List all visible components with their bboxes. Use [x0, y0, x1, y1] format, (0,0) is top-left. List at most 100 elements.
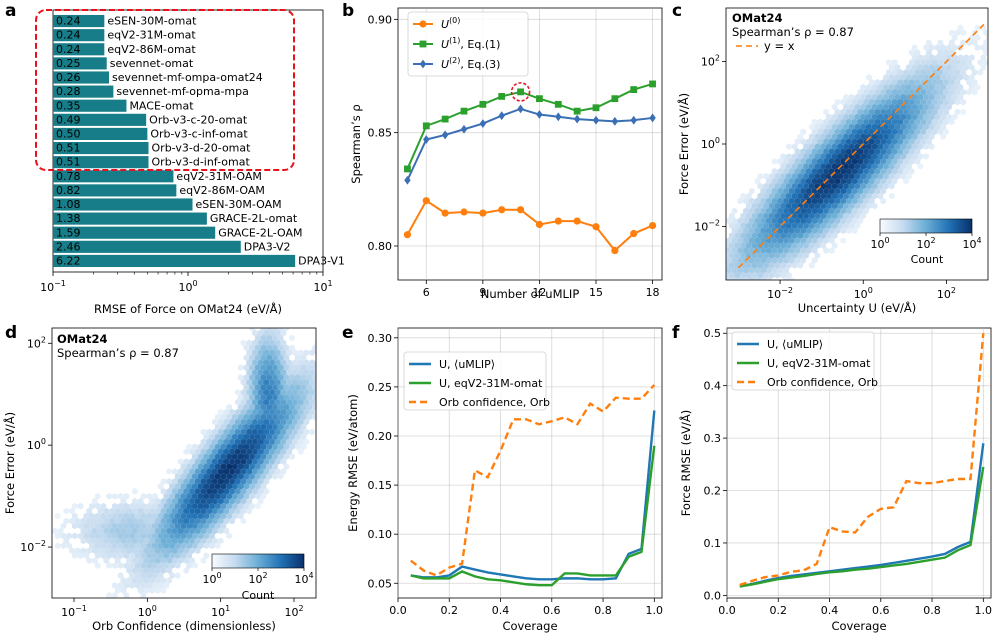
hexbin-cell	[154, 537, 161, 545]
hexbin-cell	[237, 443, 244, 451]
hexbin-cell	[897, 118, 904, 126]
hexbin-cell	[917, 133, 924, 140]
hexbin-cell	[177, 488, 184, 495]
hexbin-cell	[240, 379, 247, 386]
hexbin-cell	[777, 257, 784, 264]
hexbin-cell	[808, 232, 815, 239]
hexbin-cell	[194, 537, 201, 545]
hexbin-cell	[863, 118, 869, 126]
hexbin-cell	[112, 502, 118, 510]
hexbin-cell	[823, 138, 829, 145]
hexbin-cell	[857, 138, 864, 145]
data-point	[554, 100, 562, 108]
hexbin-cell	[823, 187, 829, 195]
hexbin-cell	[871, 182, 878, 190]
hexbin-cell	[754, 197, 761, 205]
hexbin-cell	[269, 369, 275, 376]
hexbin-cell	[928, 54, 935, 61]
hexbin-cell	[209, 453, 215, 460]
series-line-2	[410, 445, 656, 587]
hexbin-cell	[757, 202, 764, 210]
hexbin-cell	[92, 547, 98, 554]
hexbin-cell	[923, 113, 929, 121]
hexbin-cell	[826, 173, 832, 180]
hexbin-cell	[946, 93, 952, 101]
hexbin-cell	[737, 227, 744, 234]
hexbin-cell	[203, 502, 210, 510]
hexbin-cell	[134, 532, 141, 540]
hexbin-cell	[212, 507, 218, 515]
hexbin-cell	[297, 418, 304, 426]
hexbin-cell	[926, 39, 932, 46]
hexbin-cell	[234, 478, 241, 485]
hexbin-cell	[834, 158, 841, 165]
hexbin-cell	[926, 69, 932, 76]
hexbin-cell	[777, 207, 784, 215]
hexbin-cell	[868, 187, 875, 195]
y-tick-label: 0.05	[368, 577, 393, 590]
hexbin-cell	[937, 69, 944, 76]
hexbin-cell	[272, 394, 278, 401]
hexbin-cell	[926, 49, 932, 56]
hexbin-cell	[237, 394, 244, 401]
hexbin-cell	[848, 222, 855, 230]
hexbin-cell	[186, 483, 192, 490]
hexbin-cell	[748, 276, 755, 280]
hexbin-cell	[954, 98, 961, 106]
hexbin-cell	[240, 488, 247, 495]
y-tick-label: 0.0	[704, 589, 722, 602]
hexbin-cell	[226, 463, 232, 470]
hexbin-cell	[200, 458, 207, 465]
hexbin-cell	[254, 403, 261, 411]
hexbin-cell	[774, 222, 781, 230]
hexbin-cell	[948, 29, 955, 36]
hexbin-cell	[814, 202, 821, 210]
hexbin-cell	[149, 517, 155, 525]
hexbin-cell	[266, 384, 273, 391]
hexbin-cell	[766, 197, 772, 205]
data-point	[630, 229, 638, 238]
hexbin-cell	[863, 177, 869, 185]
hexbin-cell	[791, 202, 798, 210]
hexbin-cell	[223, 438, 230, 446]
hexbin-cell	[866, 173, 872, 180]
hexbin-cell	[160, 577, 167, 584]
hexbin-cell	[823, 118, 829, 126]
hexbin-cell	[834, 217, 841, 225]
hexbin-cell	[192, 512, 198, 520]
hexbin-cell	[874, 148, 881, 155]
hexbin-cell	[112, 592, 118, 598]
hexbin-cell	[734, 242, 741, 249]
hexbin-cell	[946, 103, 952, 111]
hexbin-cell	[283, 403, 290, 411]
hexbin-cell	[146, 552, 152, 559]
hexbin-cell	[894, 74, 901, 81]
hexbin-cell	[888, 182, 895, 190]
y-tick-label: 0.85	[368, 127, 393, 140]
hexbin-cell	[186, 552, 192, 559]
hexbin-cell	[828, 138, 835, 145]
hexbin-cell	[254, 453, 261, 460]
y-tick-label: 0.4	[704, 380, 722, 393]
hexbin-cell	[246, 497, 253, 505]
panel-e-legend	[403, 351, 547, 411]
hexbin-cell	[854, 113, 861, 121]
hexbin-cell	[783, 158, 789, 165]
hexbin-cell	[846, 177, 852, 185]
hexbin-cell	[891, 128, 898, 136]
hexbin-cell	[814, 192, 821, 200]
hexbin-cell	[192, 522, 198, 530]
hexbin-cell	[289, 433, 295, 441]
bar-name-label: Orb-v3-c-inf-omat	[150, 128, 248, 141]
hexbin-cell	[897, 79, 904, 86]
hexbin-cell	[123, 592, 130, 598]
hexbin-cell	[186, 522, 192, 530]
hexbin-cell	[280, 468, 287, 475]
hexbin-cell	[860, 113, 866, 121]
hexbin-cell	[828, 158, 835, 165]
hexbin-cell	[874, 158, 881, 165]
hexbin-cell	[848, 163, 855, 170]
hexbin-cell	[943, 88, 949, 96]
hexbin-cell	[277, 423, 284, 431]
hexbin-cell	[306, 413, 313, 421]
